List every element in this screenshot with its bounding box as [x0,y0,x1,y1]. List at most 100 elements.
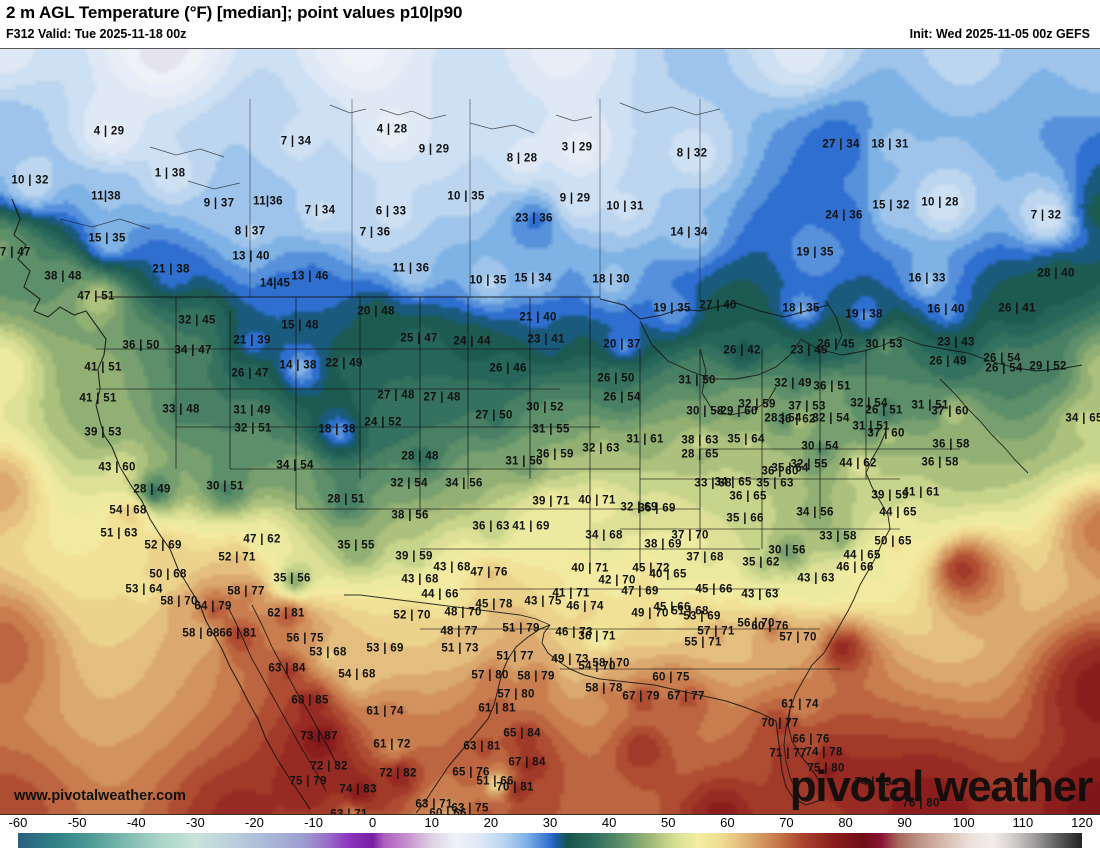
point-value-label: 10 | 35 [469,274,507,287]
point-value-label: 63 | 84 [268,662,306,675]
colorbar-tick: -20 [245,815,264,830]
point-value-label: 40 | 71 [578,494,616,507]
point-value-label: 30 | 56 [768,544,806,557]
point-value-label: 26 | 50 [597,372,635,385]
point-value-label: 63 | 71 [415,798,453,811]
point-value-label: 40 | 71 [571,562,609,575]
point-value-label: 16 | 40 [927,303,965,316]
point-value-label: 37 | 60 [931,405,969,418]
point-value-label: 47 | 62 [243,533,281,546]
map-header: 2 m AGL Temperature (°F) [median]; point… [0,0,1100,48]
point-value-label: 61 | 72 [373,738,411,751]
point-value-label: 30 | 54 [801,440,839,453]
point-value-label: 18 | 31 [871,138,909,151]
point-value-label: 26 | 42 [723,344,761,357]
point-value-label: 26 | 49 [929,355,967,368]
point-value-label: 54 | 68 [338,668,376,681]
point-value-label: 57 | 80 [471,669,509,682]
colorbar-tick: 70 [779,815,794,830]
point-value-label: 21 | 40 [519,311,557,324]
point-value-label: 49 | 73 [551,653,589,666]
point-value-label: 28 | 51 [327,493,365,506]
point-value-label: 1 | 38 [154,167,186,180]
point-value-label: 47 | 51 [77,290,115,303]
point-value-label: 39 | 59 [395,550,433,563]
point-value-label: 53 | 69 [683,610,721,623]
point-value-label: 28 | 54 [764,412,802,425]
point-value-label: 52 | 70 [393,609,431,622]
point-value-label: 16 | 33 [908,272,946,285]
point-value-label: 24 | 44 [453,335,491,348]
point-value-label: 58 | 70 [592,657,630,670]
point-value-label: 37 | 70 [671,529,709,542]
point-value-label: 23 | 43 [937,336,975,349]
point-value-label: 32 | 49 [774,377,812,390]
point-value-label: 38 | 69 [644,538,682,551]
colorbar-tick: 110 [1012,815,1034,830]
point-value-label: 32 | 54 [812,412,850,425]
point-value-label: 26 | 51 [865,404,903,417]
point-value-label: 58 | 79 [517,670,555,683]
point-value-label: 47 | 69 [621,585,659,598]
point-value-label: 39 | 71 [532,495,570,508]
point-value-label: 8 | 37 [234,225,266,238]
point-value-label: 75 | 80 [807,762,845,775]
point-value-label: 32 | 51 [234,422,272,435]
point-value-label: 63 | 71 [330,808,368,815]
point-value-label: 30 | 53 [865,338,903,351]
point-value-label: 53 | 68 [309,646,347,659]
point-value-label: 27 | 34 [822,138,860,151]
point-value-label: 51 | 73 [441,642,479,655]
point-value-label: 44 | 66 [421,588,459,601]
point-value-label: 15 | 34 [514,272,552,285]
point-value-label: 41 | 71 [552,587,590,600]
point-value-label: 26 | 41 [998,302,1036,315]
point-value-label: 36 | 59 [536,448,574,461]
colorbar-tick: 40 [601,815,617,830]
point-value-label: 36 | 63 [472,520,510,533]
point-value-label: 33 | 68 [694,477,732,490]
brand-watermark: pivotal weather [789,762,1094,811]
point-value-label: 46 | 74 [566,600,604,613]
point-value-label: 27 | 48 [423,391,461,404]
colorbar-tick: 120 [1071,815,1093,830]
point-value-label: 29 | 52 [1029,360,1067,373]
point-value-label: 38 | 56 [391,509,429,522]
point-value-label: 20 | 37 [603,338,641,351]
point-value-label: 31 | 51 [911,399,949,412]
point-value-label: 49 | 70 [631,607,669,620]
point-value-label: 34 | 54 [276,459,314,472]
point-value-label: 57 | 70 [779,631,817,644]
colorbar-tick: -50 [67,815,87,830]
point-value-label: 7 | 32 [1030,209,1062,222]
point-value-label: 14|45 [259,277,291,290]
point-value-label: 39 | 53 [84,426,122,439]
valid-time-label: F312 Valid: Tue 2025-11-18 00z [6,27,187,41]
point-value-label: 44 | 65 [879,506,917,519]
point-value-label: 31 | 49 [233,404,271,417]
map-viewport[interactable]: 4 | 29 7 | 34 10 | 32 1 | 38 11|38 9 | 37 11|3… [0,48,1100,815]
point-value-label: 65 | 84 [503,727,541,740]
point-value-label: 45 | 66 [695,583,733,596]
point-value-label: 36 | 65 [729,490,767,503]
point-value-label: 10 | 31 [606,200,644,213]
point-value-label: 58 | 70 [160,595,198,608]
point-value-label: 43 | 60 [98,461,136,474]
point-value-label: 38 | 48 [44,270,82,283]
colorbar-tick: -40 [126,815,146,830]
point-value-label: 9 | 37 [203,197,235,210]
point-value-label: 26 | 47 [231,367,269,380]
point-value-label: 30 | 58 [686,405,724,418]
point-value-label: 26 | 54 [983,352,1021,365]
point-value-label: 34 | 56 [445,477,483,490]
page-title: 2 m AGL Temperature (°F) [median]; point… [6,3,463,22]
point-value-label: 58 | 68 [182,627,220,640]
point-value-label: 8 | 28 [506,152,538,165]
point-value-label: 53 | 64 [125,583,163,596]
point-value-label: 20 | 48 [357,305,395,318]
point-value-label: 10 | 28 [921,196,959,209]
point-value-label: 35 | 56 [273,572,311,585]
point-value-label: 4 | 29 [93,125,125,138]
point-value-label: 19 | 35 [653,302,691,315]
point-value-label: 57 | 71 [697,625,735,638]
